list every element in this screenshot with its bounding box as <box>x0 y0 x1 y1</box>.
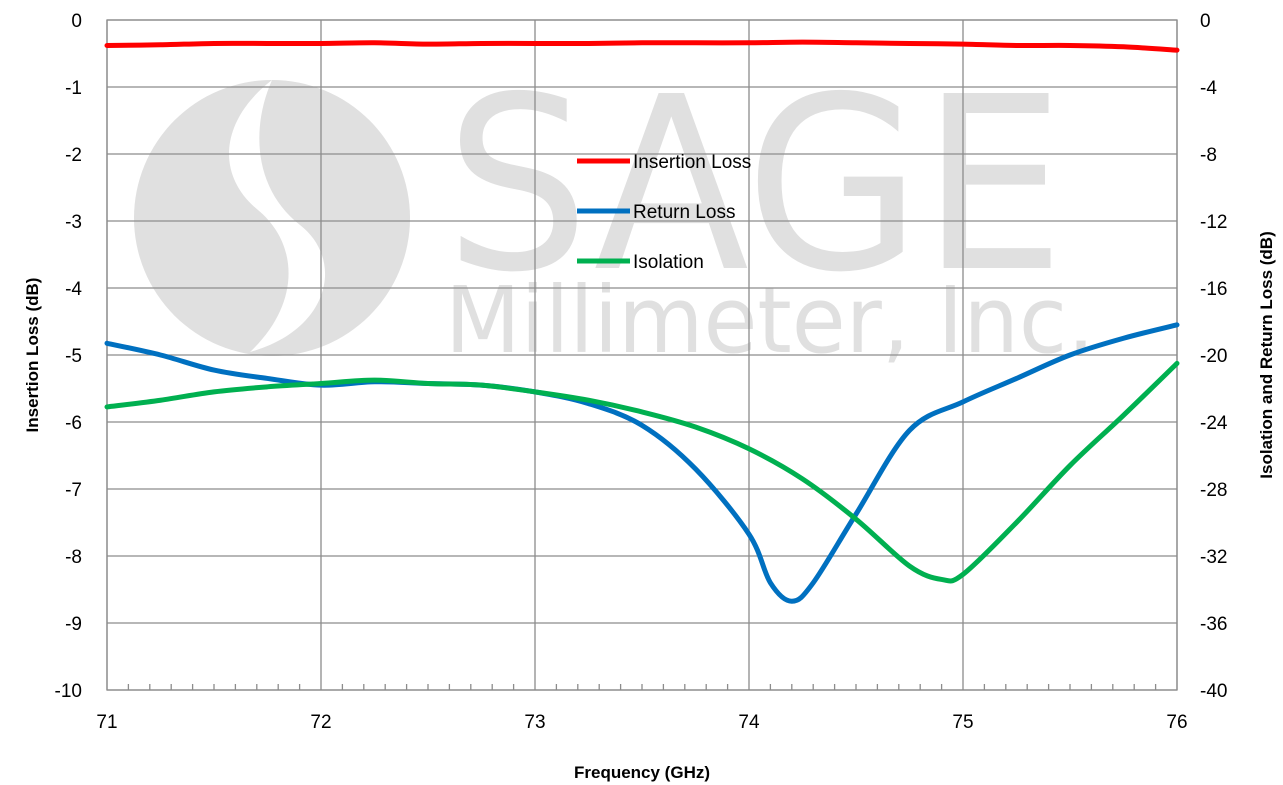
y-right-tick-label: -24 <box>1200 413 1228 434</box>
legend-label-insertion-loss: Insertion Loss <box>633 152 751 173</box>
y-left-tick-label: -8 <box>65 547 82 568</box>
watermark-swirl-icon <box>229 80 326 352</box>
watermark-subtitle: Millimeter, Inc. <box>445 267 1095 374</box>
y-right-tick-label: -16 <box>1200 279 1227 300</box>
x-tick-label: 73 <box>524 712 545 733</box>
y-right-axis-title: Isolation and Return Loss (dB) <box>1257 231 1276 478</box>
watermark-title: SAGE <box>445 45 1065 325</box>
y-left-tick-label: 0 <box>71 11 82 32</box>
y-right-tick-label: -8 <box>1200 145 1217 166</box>
y-right-tick-labels: 0 -4 -8 -12 -16 -20 -24 -28 -32 -36 -40 <box>1200 11 1228 702</box>
x-tick-labels: 71 72 73 74 75 76 <box>96 712 1187 733</box>
y-right-tick-label: -40 <box>1200 681 1227 702</box>
y-left-axis-title: Insertion Loss (dB) <box>23 278 42 433</box>
x-tick-label: 75 <box>952 712 973 733</box>
y-left-tick-label: -10 <box>55 681 82 702</box>
y-right-tick-label: -36 <box>1200 614 1227 635</box>
y-left-tick-label: -2 <box>65 145 82 166</box>
y-right-tick-label: -32 <box>1200 547 1227 568</box>
y-right-tick-label: -20 <box>1200 346 1227 367</box>
series-line-insertion-loss <box>104 39 1180 53</box>
y-right-tick-label: -12 <box>1200 212 1227 233</box>
y-right-tick-label: -4 <box>1200 78 1217 99</box>
y-right-tick-label: -28 <box>1200 480 1227 501</box>
legend-label-isolation: Isolation <box>633 252 704 273</box>
y-right-tick-label: 0 <box>1200 11 1211 32</box>
plot-frame <box>106 19 1178 691</box>
minor-ticks <box>127 684 1157 690</box>
x-tick-label: 72 <box>310 712 331 733</box>
legend-label-return-loss: Return Loss <box>633 202 735 223</box>
y-left-tick-label: -4 <box>65 279 82 300</box>
watermark: SAGE Millimeter, Inc. <box>134 45 1095 374</box>
x-tick-label: 76 <box>1166 712 1187 733</box>
y-left-tick-labels: 0 -1 -2 -3 -4 -5 -6 -7 -8 -9 -10 <box>55 11 83 702</box>
y-left-tick-label: -5 <box>65 346 82 367</box>
y-left-tick-label: -9 <box>65 614 82 635</box>
y-left-tick-label: -6 <box>65 413 82 434</box>
series-layer <box>104 39 1180 604</box>
x-axis-title: Frequency (GHz) <box>574 763 710 782</box>
legend: Insertion Loss Return Loss Isolation <box>577 152 751 273</box>
y-left-tick-label: -7 <box>65 480 82 501</box>
series-line-isolation <box>104 360 1180 584</box>
x-tick-label: 74 <box>738 712 760 733</box>
y-left-tick-label: -3 <box>65 212 82 233</box>
y-left-tick-label: -1 <box>65 78 82 99</box>
x-tick-label: 71 <box>96 712 117 733</box>
